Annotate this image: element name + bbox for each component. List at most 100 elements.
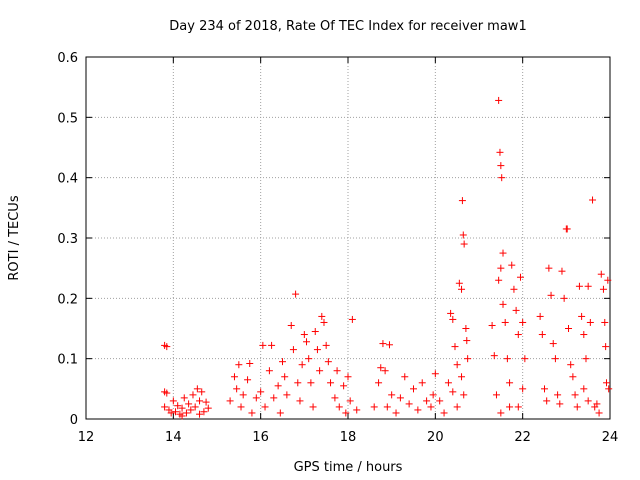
data-point	[463, 337, 471, 345]
data-point	[163, 389, 171, 397]
data-point	[595, 409, 603, 417]
data-point	[554, 391, 562, 399]
data-point	[514, 403, 522, 411]
data-point	[331, 394, 339, 402]
data-point	[436, 397, 444, 405]
chart-title: Day 234 of 2018, Rate Of TEC Index for r…	[169, 19, 526, 34]
data-point	[307, 379, 315, 387]
data-point	[202, 398, 210, 406]
data-point	[270, 394, 278, 402]
data-point	[313, 346, 321, 354]
data-point	[431, 370, 439, 378]
data-point	[516, 273, 524, 281]
data-point	[578, 312, 586, 320]
data-point	[601, 318, 609, 326]
data-point	[603, 379, 611, 387]
data-point	[551, 355, 559, 363]
data-point	[198, 388, 206, 396]
data-point	[396, 394, 404, 402]
data-point	[597, 270, 605, 278]
data-point	[512, 306, 520, 314]
data-point	[440, 409, 448, 417]
data-point	[191, 403, 199, 411]
data-point	[589, 196, 597, 204]
data-point	[506, 403, 514, 411]
data-point	[506, 379, 514, 387]
x-tick-labels: 12 14 16 18 20 22 24	[78, 430, 619, 445]
data-point	[185, 400, 193, 408]
data-point	[379, 340, 387, 348]
data-point	[405, 400, 413, 408]
data-point	[460, 240, 468, 248]
data-point	[604, 276, 612, 284]
data-point	[497, 162, 505, 170]
data-point	[204, 404, 212, 412]
data-point	[344, 373, 352, 381]
data-point	[320, 318, 328, 326]
data-point	[545, 264, 553, 272]
data-point	[556, 400, 564, 408]
data-point	[414, 406, 422, 414]
data-point	[342, 409, 350, 417]
data-point	[178, 412, 186, 420]
data-point	[418, 379, 426, 387]
data-point	[567, 361, 575, 369]
data-point	[322, 341, 330, 349]
data-point	[281, 373, 289, 381]
data-point	[392, 409, 400, 417]
data-point	[375, 379, 383, 387]
data-point	[536, 312, 544, 320]
data-point	[169, 397, 177, 405]
data-point	[289, 346, 297, 354]
data-point	[311, 328, 319, 336]
data-point	[316, 367, 324, 375]
data-point	[538, 331, 546, 339]
data-point	[388, 391, 396, 399]
data-point	[605, 385, 613, 393]
data-point	[560, 294, 568, 302]
data-point	[189, 391, 197, 399]
data-point	[287, 321, 295, 329]
data-point	[265, 367, 273, 375]
data-point	[571, 391, 579, 399]
y-tick-label: 0.4	[57, 172, 78, 187]
x-tick-label: 12	[78, 430, 95, 445]
data-points	[161, 96, 613, 420]
data-point	[602, 343, 610, 351]
data-point	[187, 406, 195, 414]
x-tick-label: 24	[602, 430, 619, 445]
data-point	[547, 291, 555, 299]
data-point	[377, 364, 385, 372]
x-tick-label: 14	[165, 430, 182, 445]
data-point	[423, 397, 431, 405]
data-point	[235, 361, 243, 369]
data-point	[462, 325, 470, 332]
data-point	[257, 388, 265, 396]
data-point	[495, 276, 503, 284]
y-axis-label: ROTI / TECUs	[7, 195, 22, 280]
data-point	[488, 321, 496, 329]
data-point	[499, 300, 507, 308]
data-point	[459, 231, 467, 239]
data-point	[292, 290, 300, 298]
data-point	[410, 385, 417, 393]
data-point	[582, 355, 590, 363]
data-point	[593, 400, 601, 408]
y-tick-labels: 0 0.1 0.2 0.3 0.4 0.5 0.6	[57, 51, 78, 428]
data-point	[563, 225, 571, 233]
data-point	[451, 343, 459, 351]
data-point	[496, 148, 504, 156]
data-point	[580, 385, 588, 393]
data-point	[303, 338, 311, 346]
data-point	[279, 358, 286, 366]
data-point	[161, 403, 169, 411]
data-point	[182, 409, 190, 417]
data-point	[521, 355, 529, 363]
data-point	[543, 397, 551, 405]
gridlines	[86, 57, 610, 419]
data-point	[335, 403, 343, 411]
data-point	[549, 340, 557, 348]
data-point	[353, 406, 361, 414]
y-tick-label: 0.5	[57, 111, 78, 126]
data-point	[172, 408, 180, 416]
